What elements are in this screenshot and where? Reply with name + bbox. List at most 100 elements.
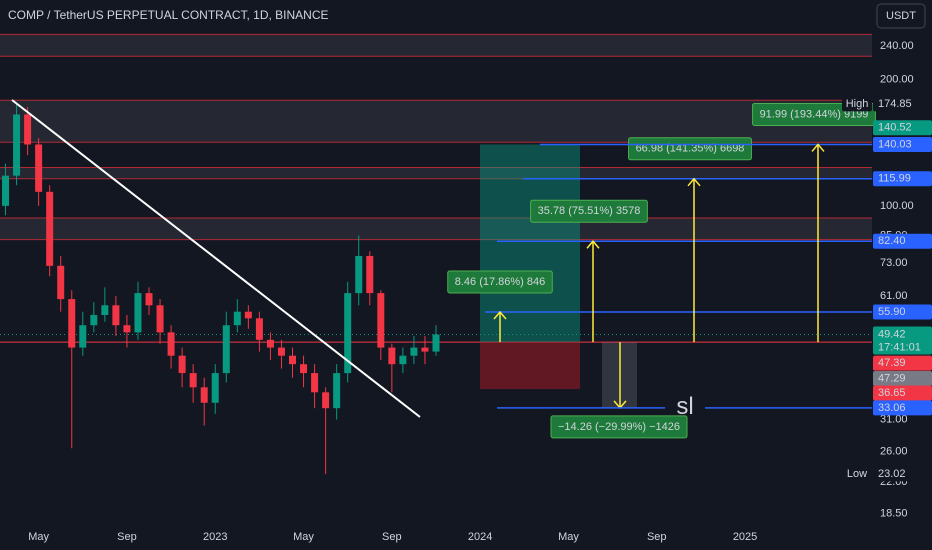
candle-body xyxy=(112,305,120,326)
price-tag xyxy=(873,304,932,320)
candle-body xyxy=(388,347,396,365)
candle-body xyxy=(255,318,263,340)
chart-title: COMP / TetherUS PERPETUAL CONTRACT, 1D, … xyxy=(8,8,329,22)
measure-label-box xyxy=(447,270,553,294)
price-tag xyxy=(873,400,932,416)
zone xyxy=(0,167,872,179)
measure-label-box xyxy=(550,415,688,439)
candle-body xyxy=(355,255,363,294)
measure-label: −14.26 (−29.99%) −1426 xyxy=(550,415,688,439)
arrow-head xyxy=(586,240,600,249)
price-tag xyxy=(873,385,932,401)
currency-button[interactable] xyxy=(876,3,926,29)
candle-body xyxy=(244,311,252,319)
loss-zone xyxy=(480,342,580,390)
measure-label-text: 8.46 (17.86%) 846 xyxy=(455,276,546,288)
candle-body xyxy=(167,332,175,356)
zone xyxy=(0,100,872,143)
candle-body xyxy=(300,364,308,374)
price-tag-name-box xyxy=(842,96,872,112)
trend-line xyxy=(11,99,421,418)
candle-body xyxy=(322,392,330,409)
candle-body xyxy=(178,355,186,374)
candle-body xyxy=(344,293,352,374)
candle-body xyxy=(134,293,142,333)
price-tag xyxy=(873,355,932,371)
measure-label: 35.78 (75.51%) 3578 xyxy=(530,199,648,223)
price-tag-label: 55.90 xyxy=(878,306,906,318)
price-tag-timer: 17:41:01 xyxy=(878,341,921,353)
price-tag-label: 174.85 xyxy=(878,98,912,110)
y-tick-label: 100.00 xyxy=(880,200,914,212)
x-tick-label: 2024 xyxy=(468,531,492,543)
price-tag-label: 140.52 xyxy=(878,122,912,134)
candle-body xyxy=(211,373,219,403)
candle-body xyxy=(432,334,440,352)
x-tick-label: 2023 xyxy=(203,531,227,543)
candle-body xyxy=(101,305,109,315)
zone xyxy=(0,34,872,57)
candle-body xyxy=(399,355,407,365)
candle-body xyxy=(79,325,87,348)
candle-body xyxy=(222,325,230,374)
price-tag xyxy=(873,136,932,152)
candle-body xyxy=(90,314,98,326)
measure-label: 8.46 (17.86%) 846 xyxy=(447,270,553,294)
candle-body xyxy=(13,114,21,176)
price-tag-label: 115.99 xyxy=(878,173,911,185)
candle-body xyxy=(68,299,76,348)
price-tag-name-box xyxy=(842,466,872,482)
candle-body xyxy=(277,347,285,356)
measure-label-text: −14.26 (−29.99%) −1426 xyxy=(558,421,680,433)
price-axis: 240.00200.00100.0085.0073.0061.0031.0026… xyxy=(28,40,932,543)
stop-note: sl xyxy=(676,393,693,420)
plot-area xyxy=(0,33,872,474)
arrow-head xyxy=(687,177,701,187)
candle-body xyxy=(366,255,374,294)
measure-label-text: 35.78 (75.51%) 3578 xyxy=(538,205,641,217)
overlay: 8.46 (17.86%) 846 35.78 (75.51%) 3578 66.9… xyxy=(447,102,876,439)
candle-body xyxy=(421,347,429,352)
price-tag-label: 47.29 xyxy=(878,372,906,384)
x-tick-label: Sep xyxy=(117,531,137,543)
candle-body xyxy=(24,114,32,145)
profit-zone xyxy=(480,144,580,343)
price-tag-name: Low xyxy=(847,468,867,480)
candle-body xyxy=(57,265,65,300)
measure-label-text: 91.99 (193.44%) 9199 xyxy=(760,108,869,120)
price-tag xyxy=(873,371,932,387)
price-tag-label: 23.02 xyxy=(878,468,906,480)
measure-label-box xyxy=(530,199,648,223)
price-tag-label: 33.06 xyxy=(878,402,906,414)
y-tick-label: 240.00 xyxy=(880,40,914,52)
y-tick-label: 18.50 xyxy=(880,508,908,520)
candle-body xyxy=(123,325,131,333)
price-tag xyxy=(873,120,932,136)
arrow-head xyxy=(811,143,825,152)
price-tag xyxy=(873,233,932,249)
y-tick-label: 61.00 xyxy=(880,290,908,302)
candle-body xyxy=(35,144,43,192)
candle-body xyxy=(156,305,164,333)
price-tag xyxy=(873,326,932,355)
candle-body xyxy=(311,373,319,393)
x-tick-label: 2025 xyxy=(733,531,757,543)
candle-body xyxy=(266,339,274,348)
price-tag xyxy=(873,466,932,482)
price-tag-label: 36.65 xyxy=(878,387,906,399)
arrow-head xyxy=(493,310,507,320)
candle-body xyxy=(200,387,208,403)
price-tag xyxy=(873,171,932,187)
price-tag xyxy=(873,96,932,112)
candle-body xyxy=(289,355,297,365)
y-tick-label: 31.00 xyxy=(880,414,908,426)
y-tick-label: 200.00 xyxy=(880,73,914,85)
x-tick-label: May xyxy=(558,531,579,543)
x-tick-label: May xyxy=(293,531,314,543)
x-tick-label: Sep xyxy=(382,531,402,543)
currency-label[interactable]: USDT xyxy=(886,10,916,22)
candle-body xyxy=(410,347,418,356)
x-tick-label: Sep xyxy=(647,531,667,543)
y-tick-label: 73.00 xyxy=(880,257,908,269)
